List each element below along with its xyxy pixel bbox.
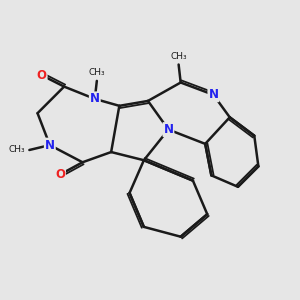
- Text: N: N: [164, 123, 173, 136]
- Text: CH₃: CH₃: [88, 68, 105, 77]
- Text: N: N: [90, 92, 100, 105]
- Text: N: N: [208, 88, 218, 101]
- Text: N: N: [45, 139, 55, 152]
- Text: CH₃: CH₃: [170, 52, 187, 61]
- Text: O: O: [37, 69, 46, 82]
- Text: O: O: [55, 168, 65, 181]
- Text: CH₃: CH₃: [9, 146, 25, 154]
